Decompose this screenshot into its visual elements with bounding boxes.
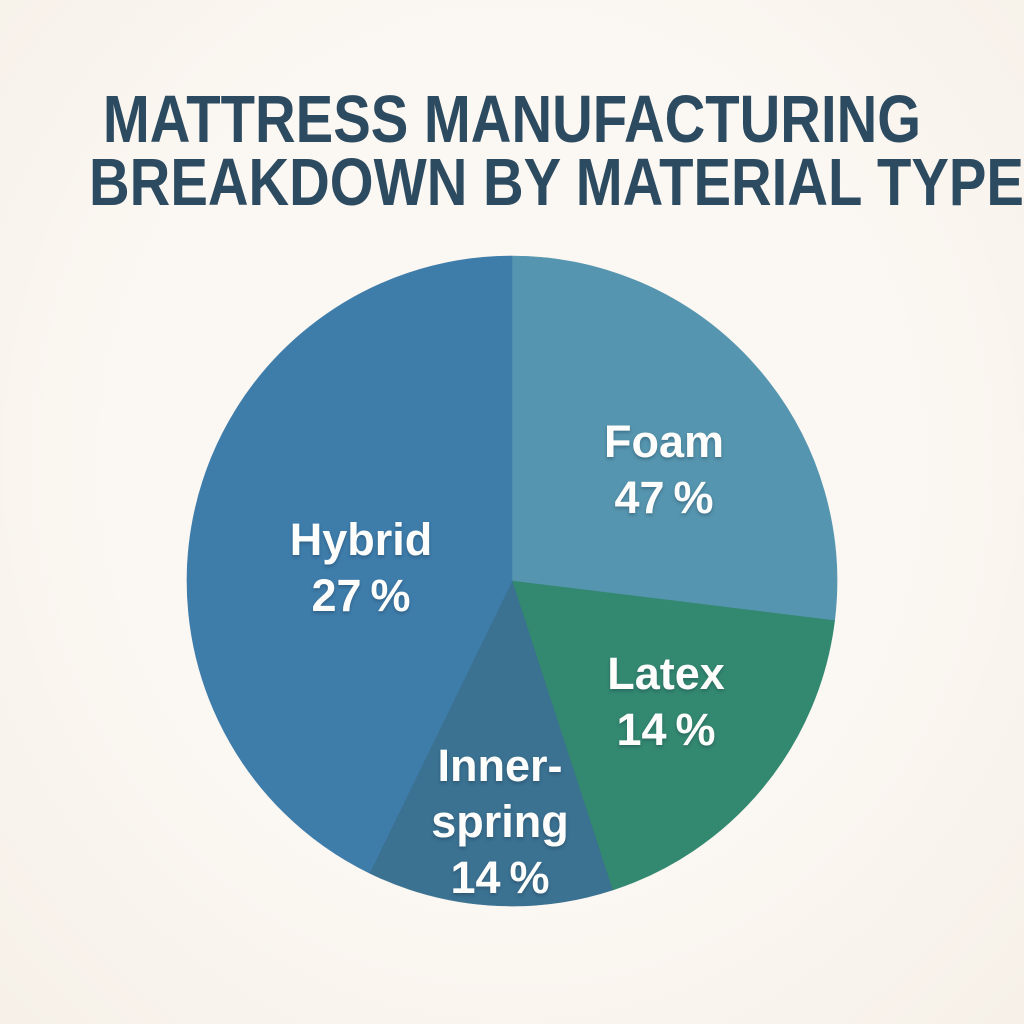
chart-title-line-1: MATTRESS MANUFACTURING bbox=[102, 82, 922, 157]
pie-slice-inner-spring bbox=[369, 580, 613, 907]
chart-title-line-2: BREAKDOWN BY MATERIAL TYPE bbox=[89, 145, 1024, 220]
pie-slice-foam bbox=[511, 255, 838, 621]
chart-title: MATTRESS MANUFACTURING BREAKDOWN BY MATE… bbox=[0, 82, 1024, 220]
pie-slice-latex bbox=[511, 580, 835, 891]
pie-slice-hybrid bbox=[186, 255, 513, 874]
